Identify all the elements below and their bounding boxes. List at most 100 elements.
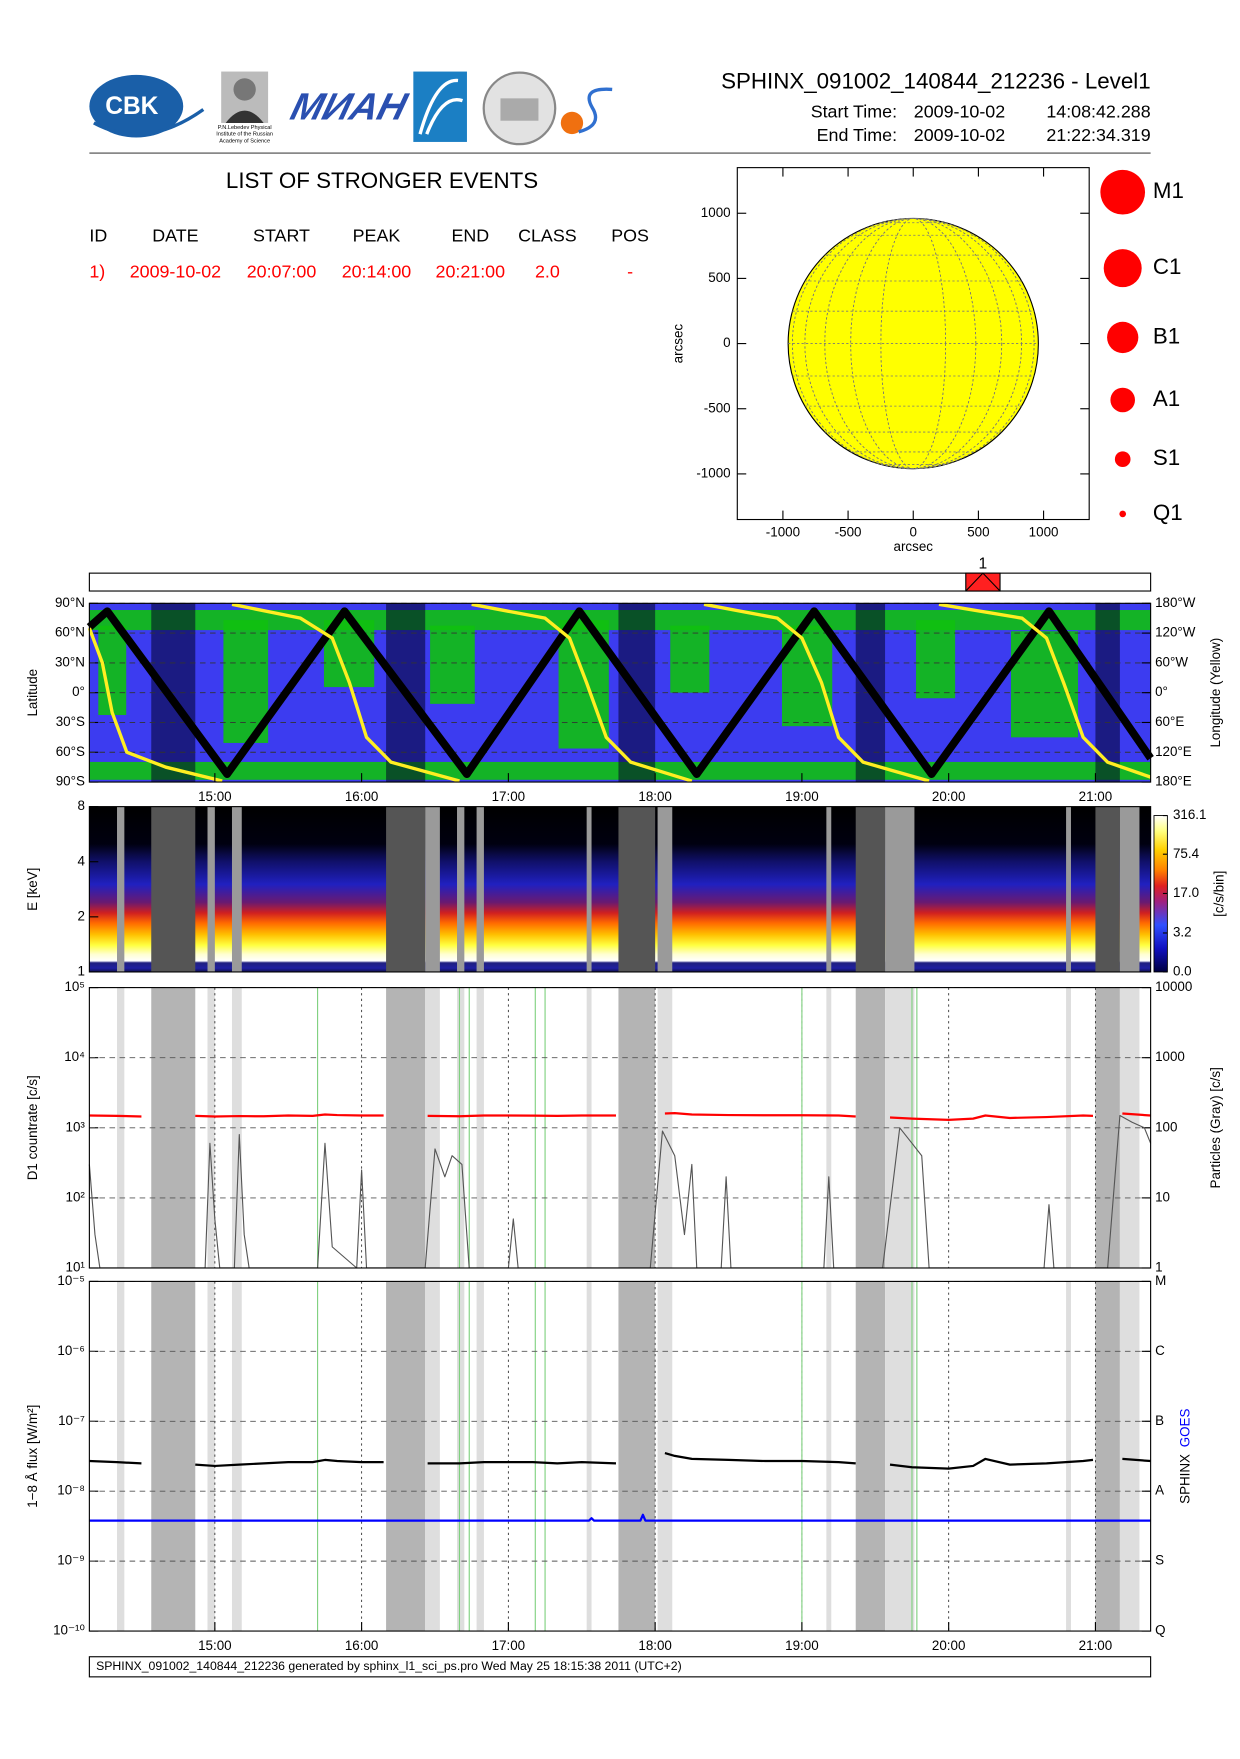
x-tick-label: 18:00 [638, 1638, 672, 1653]
y-tick-label: 0 [723, 335, 730, 350]
y-tick-label: 10² [66, 1189, 86, 1204]
s-logo [578, 87, 613, 134]
shaded-interval [618, 806, 656, 972]
series-legend: SPHINX GOES [1177, 1409, 1192, 1504]
event-cell: 1) [89, 261, 105, 281]
series-line [87, 602, 1152, 783]
y-tick-label: 0° [72, 684, 85, 699]
column-header: START [253, 226, 310, 246]
class-label: M1 [1153, 178, 1184, 203]
shaded-interval [457, 806, 465, 972]
shaded-interval [826, 1281, 832, 1632]
legend-entry: GOES [1177, 1409, 1192, 1448]
shaded-interval [586, 806, 592, 972]
event-cell: 2009-10-02 [130, 261, 221, 281]
y2-tick-label: S [1155, 1553, 1164, 1568]
cbk-swoosh [93, 108, 205, 136]
y2-tick-label: 10000 [1155, 979, 1192, 994]
event-cell: 20:07:00 [247, 261, 317, 281]
x-tick-label: 21:00 [1079, 1638, 1113, 1653]
report-title: SPHINX_091002_140844_212236 - Level1 [721, 69, 1151, 94]
shaded-interval [386, 1281, 426, 1632]
y-tick-label: 10⁻⁹ [57, 1553, 85, 1568]
y2-tick-label: C [1155, 1343, 1165, 1358]
y-tick-label: 10⁴ [64, 1049, 85, 1064]
x-tick-label: 19:00 [785, 789, 819, 804]
y-tick-label: 60°N [55, 625, 85, 640]
shaded-interval [586, 987, 592, 1268]
shaded-interval [231, 987, 242, 1268]
column-header: POS [611, 226, 649, 246]
shaded-interval [1119, 1281, 1140, 1632]
class-marker [1119, 510, 1127, 518]
shaded-interval [425, 1281, 440, 1632]
series-line [89, 1513, 1151, 1522]
class-label: C1 [1153, 254, 1182, 279]
seal-building [500, 98, 539, 121]
plot-frame [88, 602, 1152, 783]
y2-tick-label: B [1155, 1413, 1164, 1428]
y2-tick-label: 180°E [1155, 774, 1192, 789]
portrait-face [233, 78, 256, 101]
y2-tick-label: 1000 [1155, 1049, 1185, 1064]
x-tick-label: 19:00 [785, 1638, 819, 1653]
series-line [89, 1452, 1151, 1470]
y-tick-label: 10⁻⁶ [57, 1343, 84, 1358]
lebedev-caption: Academy of Science [219, 138, 270, 144]
events-title: LIST OF STRONGER EVENTS [226, 168, 538, 193]
shaded-interval [117, 806, 125, 972]
footer-box [88, 1656, 1152, 1678]
y2-tick-label: 100 [1155, 1119, 1177, 1134]
y2-tick-label: 180°W [1155, 595, 1196, 610]
x-tick-label: 20:00 [932, 1638, 966, 1653]
x-tick-label: 15:00 [198, 1638, 232, 1653]
shaded-interval [618, 1281, 656, 1632]
shaded-interval [885, 806, 915, 972]
class-marker [1100, 169, 1146, 215]
shaded-interval [231, 1281, 242, 1632]
shaded-interval [151, 1281, 196, 1632]
y-axis-label: arcsec [671, 324, 686, 364]
shaded-interval [1066, 806, 1071, 972]
shaded-interval [1095, 806, 1120, 972]
disk-meridian [791, 218, 1035, 470]
shaded-interval [151, 806, 196, 972]
class-marker [1110, 387, 1135, 413]
y2-tick-label: Q [1155, 1623, 1165, 1638]
legend-entry: SPHINX [1177, 1454, 1192, 1504]
y2-tick-label: 60°E [1155, 714, 1184, 729]
y-tick-label: 30°N [55, 654, 85, 669]
y-tick-label: 10⁻⁸ [57, 1483, 85, 1498]
class-marker [1107, 321, 1139, 354]
x-tick-label: 0 [910, 524, 917, 539]
y-axis-label: Latitude [25, 669, 40, 717]
x-tick-label: -500 [835, 524, 862, 539]
y-tick-label: 90°S [56, 774, 85, 789]
y2-tick-label: 0° [1155, 684, 1168, 699]
class-label: Q1 [1153, 500, 1183, 525]
class-label: A1 [1153, 386, 1180, 411]
footer: SPHINX_091002_140844_212236 generated by… [96, 1659, 682, 1673]
shaded-interval [476, 806, 484, 972]
event-cell: - [627, 261, 633, 281]
mian-logo: МИАН [286, 86, 412, 128]
radiation-zone [430, 625, 475, 704]
y-tick-label: 8 [77, 798, 84, 813]
plot-frame [88, 987, 1152, 1269]
column-header: DATE [152, 226, 198, 246]
colorbar-tick-label: 316.1 [1173, 807, 1207, 822]
y-tick-label: -500 [704, 400, 731, 415]
colorbar-tick-label: 17.0 [1173, 885, 1199, 900]
shaded-interval [586, 1281, 592, 1632]
shaded-interval [657, 1281, 673, 1632]
shaded-interval [476, 987, 484, 1268]
event-bar-frame [88, 572, 1152, 592]
shaded-interval [855, 806, 886, 972]
shaded-interval [457, 987, 465, 1268]
y2-axis-label: Particles (Gray) [c/s] [1208, 1067, 1223, 1188]
y2-tick-label: M [1155, 1273, 1166, 1288]
x-tick-label: 21:00 [1079, 789, 1113, 804]
y2-tick-label: A [1155, 1483, 1164, 1498]
y-tick-label: 1 [77, 964, 84, 979]
